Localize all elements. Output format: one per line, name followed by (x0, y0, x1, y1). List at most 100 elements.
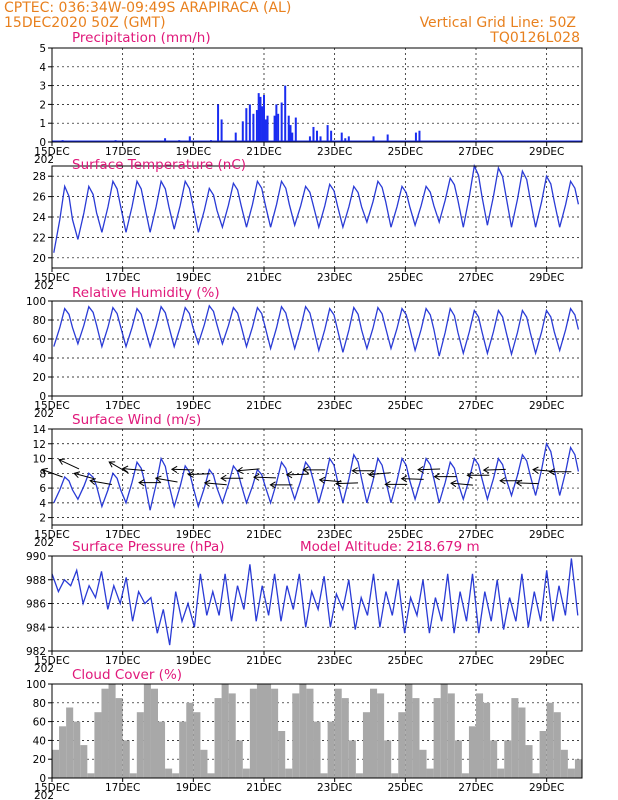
y-tick-label: 20 (33, 253, 46, 265)
x-tick-label: 29DEC (529, 272, 564, 284)
cloud-frame (51, 683, 583, 779)
precip-bar (245, 108, 248, 142)
wind-arrow-shaft (483, 468, 506, 471)
temp-title: Surface Temperature (nC) (72, 157, 246, 173)
y-tick-label: 40 (33, 353, 46, 365)
x-year-prefix: 202 (34, 790, 54, 800)
wind-arrow-head (450, 480, 457, 488)
x-tick-label: 19DEC (176, 400, 211, 412)
y-tick-label: 80 (33, 315, 46, 327)
wind-arrow-shaft (155, 477, 178, 483)
y-tick-label: 60 (33, 717, 46, 729)
header-line2-left: 15DEC2020 50Z (GMT) (4, 15, 166, 31)
wind-arrow-head (499, 477, 506, 485)
cloud-bar (52, 749, 60, 778)
x-tick-label: 15DEC (34, 655, 69, 667)
precip-bar (344, 138, 347, 142)
precip-bar (277, 113, 280, 142)
wind-arrow-head (482, 466, 490, 474)
x-tick-label: 23DEC (317, 272, 352, 284)
wind-arrow (121, 465, 145, 473)
precip-bar (418, 130, 421, 142)
precip-bar (326, 125, 329, 142)
y-tick-label: 6 (39, 483, 46, 495)
cloud-bar (172, 773, 180, 778)
cloud-bar (391, 773, 399, 778)
y-tick-label: 5 (39, 43, 46, 55)
x-tick-label: 15DEC (34, 529, 69, 541)
x-tick-label: 21DEC (246, 146, 281, 158)
wind-arrow-head (417, 466, 424, 474)
y-tick-label: 60 (33, 334, 46, 346)
cloud-bar (539, 731, 547, 778)
wind-arrow-head (170, 465, 178, 473)
x-tick-label: 17DEC (105, 782, 140, 794)
precip-bar (386, 134, 389, 142)
y-tick-label: 100 (26, 296, 46, 308)
cloud-bar (320, 773, 328, 778)
cloud-bar (384, 740, 392, 778)
temp-panel: 20 22 24 26 28 15DEC 17DEC 19DEC 21DEC 23DEC 25DEC… (33, 157, 583, 292)
y-tick-label: 986 (26, 599, 46, 611)
cloud-bar (476, 693, 484, 778)
wind-arrow-head (253, 473, 260, 481)
wind-arrow (400, 475, 424, 483)
x-tick-label: 21DEC (246, 782, 281, 794)
wind-arrow (548, 468, 572, 476)
wind-arrow-head (121, 465, 129, 473)
y-tick-label: 14 (33, 424, 47, 436)
wind-arrow-head (384, 480, 391, 488)
precip-bar (263, 95, 265, 142)
precip-bar (319, 136, 322, 142)
wind-arrow-head (400, 475, 408, 483)
rh-frame (51, 300, 583, 397)
cloud-bar (412, 698, 420, 778)
precip-title: Precipitation (mm/h) (72, 30, 211, 46)
y-tick-label: 0 (39, 773, 46, 785)
cloud-bar (59, 726, 67, 778)
wind-arrow-head (318, 476, 326, 484)
precip-bar (220, 119, 223, 142)
precip-bar (347, 136, 350, 142)
x-tick-label: 23DEC (317, 400, 352, 412)
cloud-bar (447, 693, 455, 778)
wind-arrow-head (41, 467, 48, 475)
cloud-bar (66, 707, 74, 778)
y-tick-label: 100 (26, 679, 46, 691)
pressure-frame (51, 555, 583, 652)
cloud-bar (143, 684, 151, 778)
cloud-bar (511, 698, 519, 778)
y-tick-label: 40 (33, 735, 46, 747)
wind-arrow (236, 466, 260, 474)
wind-arrow (108, 461, 129, 474)
wind-arrow-shaft (74, 472, 96, 480)
x-tick-label: 17DEC (105, 146, 140, 158)
cloud-bar (242, 768, 250, 778)
wind-arrow-shaft (188, 473, 211, 476)
x-tick-label: 27DEC (458, 400, 493, 412)
wind-arrow-shaft (401, 478, 424, 480)
cloud-bar (101, 688, 109, 778)
cloud-bar (292, 693, 300, 778)
cloud-bar (165, 768, 173, 778)
x-tick-label: 17DEC (105, 400, 140, 412)
precip-bar (252, 113, 255, 142)
header-line2-right: Vertical Grid Line: 50Z (420, 15, 576, 31)
x-tick-label: 21DEC (246, 400, 281, 412)
x-tick-label: 15DEC (34, 146, 69, 158)
wind-arrow-shaft (319, 479, 342, 483)
x-tick-label: 29DEC (529, 146, 564, 158)
precip-bar (414, 132, 417, 142)
precip-bar (280, 102, 283, 142)
wind-arrow (450, 480, 473, 488)
y-tick-label: 20 (33, 372, 46, 384)
cloud-bar (193, 712, 201, 778)
wind-arrow-head (302, 466, 309, 474)
wind-arrow-head (203, 479, 211, 487)
wind-arrow (73, 471, 96, 480)
y-tick-label: 10 (33, 454, 46, 466)
cloud-bar (80, 745, 88, 778)
y-tick-label: 8 (39, 468, 46, 480)
x-tick-label: 21DEC (246, 655, 281, 667)
precip-bar (289, 125, 292, 142)
